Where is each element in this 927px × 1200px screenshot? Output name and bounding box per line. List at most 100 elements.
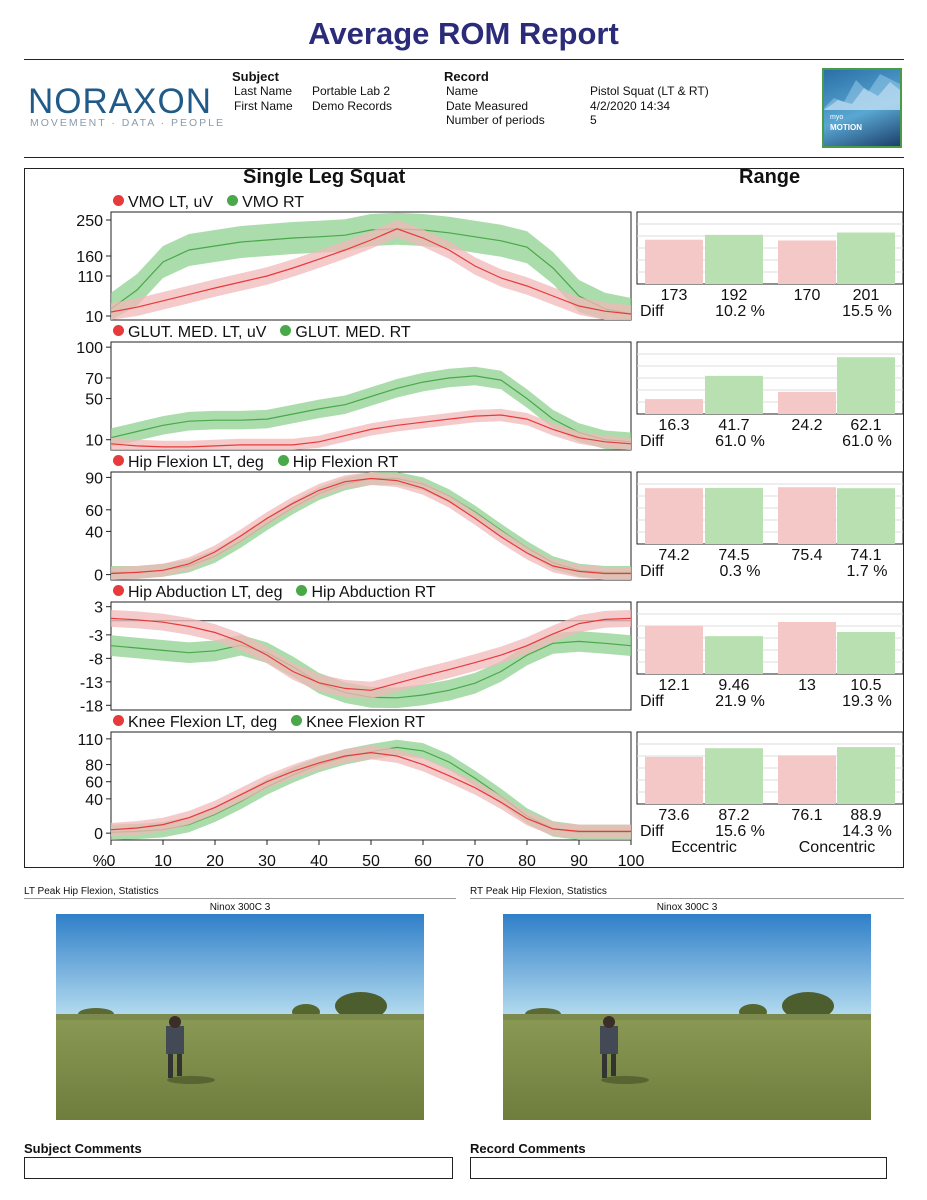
lt-band-4 [111,745,631,839]
badge-line1: myo [830,114,844,121]
rt-range-bar [705,748,763,804]
rt-stats-divider [470,898,904,899]
lt-legend-label: Hip Flexion LT, deg [128,454,264,471]
ytick-label: -13 [80,675,103,692]
rt-legend-label: GLUT. MED. RT [295,324,411,341]
xtick-label: 20 [206,853,224,870]
lt-stats-caption: LT Peak Hip Flexion, Statistics [24,886,159,897]
diff-value: 15.6 % [715,823,765,840]
myomotion-badge: myo MOTION [822,68,902,148]
rt-range-bar [837,747,895,804]
rt-legend-label: Hip Abduction RT [311,584,436,601]
ytick-label: 100 [76,340,103,357]
ytick-label: 70 [85,371,103,388]
rt-band-1 [111,366,631,450]
range-value-label: 87.2 [718,807,749,824]
rt-band-0 [111,212,631,320]
xtick-label: 100 [618,853,645,870]
legend-panel-2: Hip Flexion LT, deg Hip Flexion RT [113,454,398,472]
xtick-label: 70 [466,853,484,870]
diff-value: 19.3 % [842,693,892,710]
lt-series-line-4 [110,751,631,833]
range-value-label: 24.2 [791,417,822,434]
ytick-label: 60 [85,503,103,520]
lt-legend-dot [113,715,124,727]
ytick-label: 90 [85,470,103,487]
lt-range-bar [645,488,703,544]
lt-range-bar [645,239,703,284]
diff-label: Diff [640,303,664,320]
lt-scene-image [56,914,424,1120]
range-value-label: 13 [798,677,816,694]
rt-range-bar [705,234,763,284]
legend-panel-0: VMO LT, uV VMO RT [113,194,304,212]
report-title: Average ROM Report [308,16,619,51]
rt-camera-label: Ninox 300C 3 [656,902,718,913]
range-value-label: 73.6 [658,807,689,824]
lt-legend-dot [113,585,124,597]
ytick-label: 40 [85,792,103,809]
ytick-label: 110 [77,732,103,749]
diff-label: Diff [640,563,664,580]
subject-heading: Subject [232,69,279,84]
range-value-label: 9.46 [718,677,749,694]
range-value-label: 74.5 [718,547,749,564]
range-value-label: 62.1 [850,417,881,434]
rt-range-bar [837,232,895,284]
lt-legend-label: Hip Abduction LT, deg [128,584,283,601]
ytick-label: -18 [80,698,103,715]
rt-range-bar [837,488,895,544]
rt-legend-label: Hip Flexion RT [292,454,399,471]
range-value-label: 76.1 [791,807,822,824]
lt-range-bar [645,625,703,674]
range-value-label: 173 [661,287,688,304]
lt-legend-dot [113,455,124,467]
lt-camera-label: Ninox 300C 3 [209,902,271,913]
range-value-label: 10.5 [850,677,881,694]
lt-legend-label: Knee Flexion LT, deg [128,714,278,731]
range-value-label: 74.2 [658,547,689,564]
lt-range-bar [645,399,703,414]
ytick-label: 250 [76,213,103,230]
ytick-label: -8 [89,651,103,668]
ytick-label: 160 [76,249,103,266]
last-name-label: Last Name [234,84,293,98]
rt-legend-dot [296,585,308,597]
rt-video-frame [503,914,871,1120]
diff-value: 0.3 % [720,563,761,580]
subject-comments-field[interactable] [24,1157,453,1179]
lt-range-bar [778,391,836,414]
legend-panel-4: Knee Flexion LT, deg Knee Flexion RT [113,714,425,732]
first-name-value: Demo Records [312,99,393,113]
badge-line2: MOTION [830,123,862,132]
lt-series-line-3 [110,617,632,691]
range-title: Range [739,166,801,188]
range-value-label: 16.3 [658,417,689,434]
diff-value: 15.5 % [842,303,892,320]
range-value-label: 75.4 [791,547,822,564]
chart-title: Single Leg Squat [243,166,406,188]
xtick-label: 0 [107,853,116,870]
rt-range-bar [837,632,895,674]
ytick-label: 50 [85,392,103,409]
rt-scene-image [503,914,871,1120]
lt-series-line-2 [110,477,631,575]
rt-range-bar [705,636,763,674]
lt-video-frame [56,914,424,1120]
range-footer-concentric: Concentric [799,839,875,856]
rt-series-line-1 [110,375,632,443]
range-value-label: 170 [794,287,821,304]
subject-comments-label: Subject Comments [24,1141,142,1156]
ytick-label: 3 [94,600,103,617]
rt-legend-dot [277,455,289,467]
rt-legend-label: VMO RT [242,194,304,211]
ytick-label: 40 [85,524,103,541]
lt-range-bar [645,756,703,804]
record-comments-field[interactable] [470,1157,887,1179]
last-name-value: Portable Lab 2 [312,84,391,98]
lt-band-3 [111,610,631,699]
range-value-label: 192 [721,287,748,304]
diff-value: 14.3 % [842,823,892,840]
lt-stats-divider [24,898,456,899]
date-label: Date Measured [446,99,529,113]
